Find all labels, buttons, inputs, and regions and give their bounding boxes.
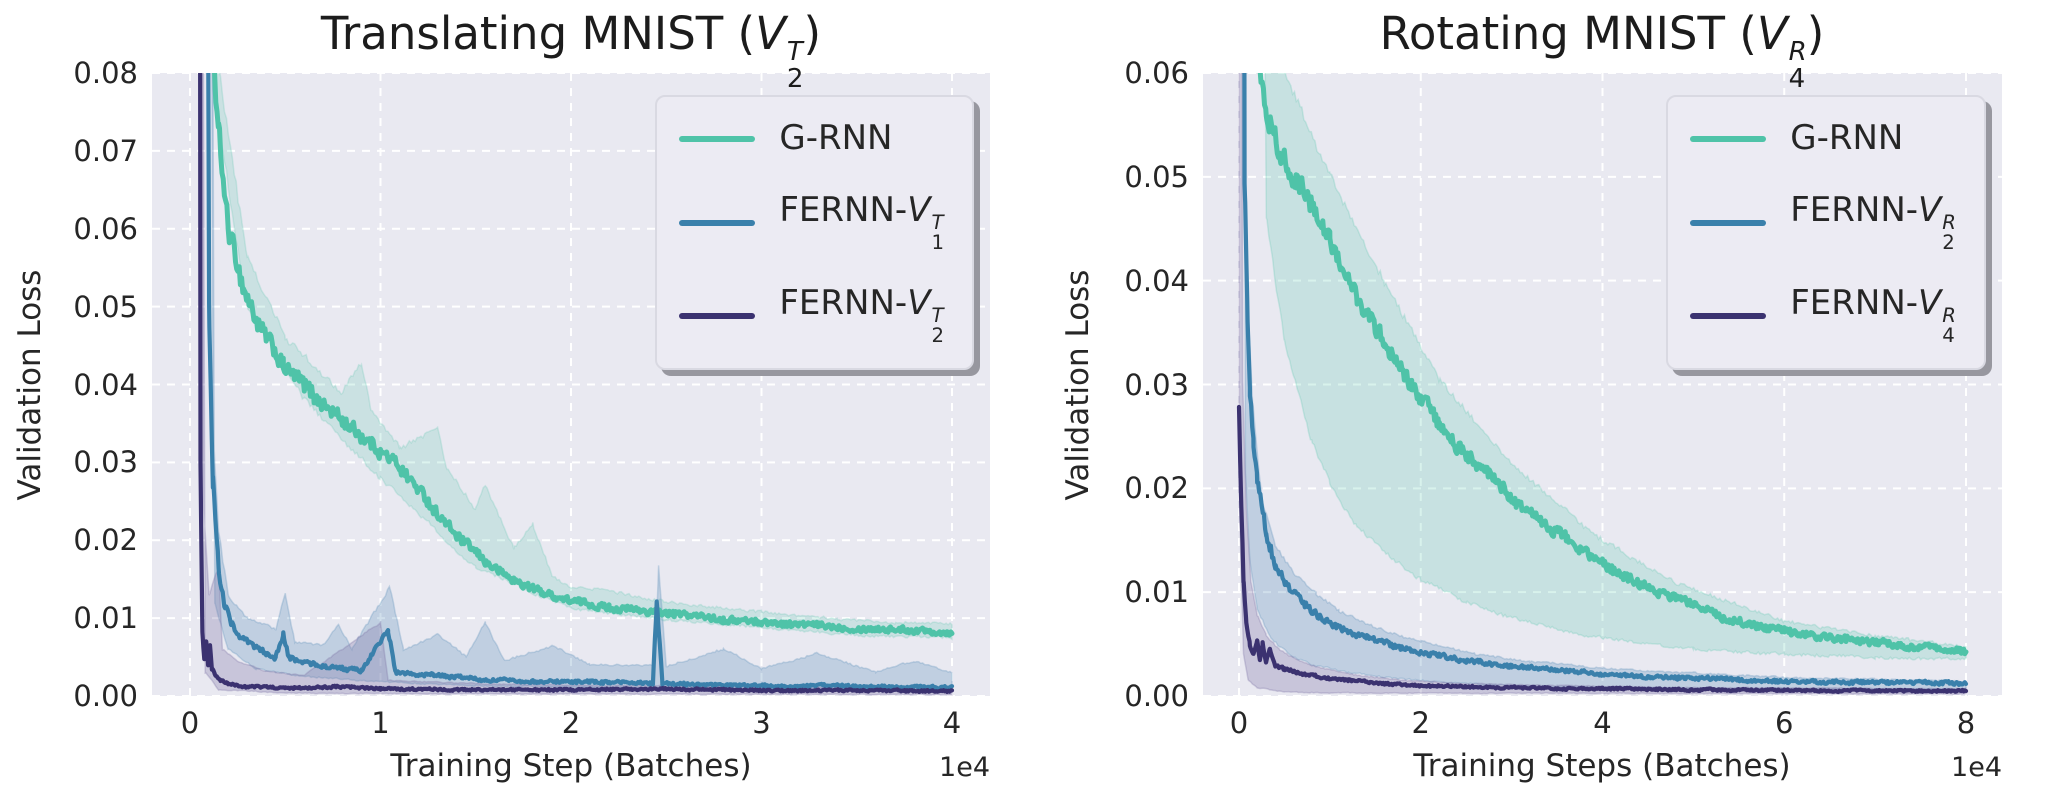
series-line-g-rnn: [1257, 73, 1969, 657]
series-lines: [1236, 73, 1969, 695]
gridlines: [152, 72, 990, 697]
legend-label: FERNN-V R 4: [1790, 282, 1956, 347]
x-tick-label: 4: [1593, 706, 1612, 740]
y-tick-label: 0.07: [73, 133, 138, 168]
legend-label: FERNN-V R 2: [1790, 190, 1956, 255]
x-tick-label: 3: [752, 706, 771, 740]
legend-entry: FERNN-V T 1: [679, 190, 944, 255]
confidence-band-g-rnn: [212, 73, 953, 641]
y-tick-label: 0.00: [73, 679, 138, 713]
x-tick-label: 0: [1229, 706, 1249, 740]
math-variable: V: [755, 7, 786, 60]
legend-label: FERNN-V T 1: [779, 190, 944, 255]
x-axis-offset-label: 1e4: [1951, 752, 2002, 783]
x-axis-offset-label: 1e4: [939, 752, 990, 783]
chart-title: Translating MNIST (V T 2): [320, 7, 822, 94]
series-lines: [198, 73, 955, 695]
y-axis-label: Validation Loss: [12, 269, 48, 501]
legend-line-swatch: [1690, 220, 1767, 227]
y-tick-label: 0.05: [1124, 159, 1189, 194]
y-tick-label: 0.00: [1124, 679, 1189, 713]
legend-entry: FERNN-V T 2: [679, 282, 944, 347]
legend-label: G-RNN: [1790, 118, 1904, 159]
legend-line-swatch: [679, 220, 756, 227]
math-variable: V: [907, 190, 931, 230]
legend-label: G-RNN: [779, 118, 893, 159]
y-tick-label: 0.01: [73, 601, 138, 636]
legend: G-RNN FERNN-V R 2 FERNN-V R 4: [1666, 95, 1986, 370]
legend-line-swatch: [679, 312, 756, 319]
legend: G-RNN FERNN-V T 1 FERNN-V T 2: [655, 95, 974, 370]
x-axis-label: Training Steps (Batches): [1413, 748, 1791, 784]
chart-translating-mnist: Translating MNIST (V T 2) Validation Loss …: [12, 7, 990, 784]
y-tick-label: 0.08: [73, 56, 138, 90]
legend-line-swatch: [1690, 312, 1767, 319]
series-line-fernn-v-4-r: [1236, 404, 1969, 695]
x-tick-label: 8: [1956, 706, 1976, 740]
legend-line-swatch: [679, 136, 756, 142]
legend-entry: G-RNN: [1690, 117, 1956, 161]
legend-label: FERNN-V T 2: [779, 282, 944, 347]
chart-title: Rotating MNIST (V R 4): [1379, 7, 1825, 94]
math-variable: V: [907, 282, 931, 323]
confidence-band-fernn-v-1-t: [211, 73, 953, 691]
legend-line-swatch: [1690, 136, 1767, 142]
legend-entry: FERNN-V R 2: [1690, 190, 1956, 255]
legend-entry: FERNN-V R 4: [1690, 282, 1956, 347]
y-tick-label: 0.03: [73, 445, 138, 480]
x-tick-label: 0: [180, 706, 200, 740]
y-tick-label: 0.02: [1124, 471, 1189, 506]
series-line-fernn-v-2-t: [198, 73, 955, 695]
y-tick-label: 0.02: [73, 523, 138, 558]
math-variable: V: [1918, 190, 1942, 230]
y-tick-label: 0.04: [1124, 263, 1189, 298]
chart-rotating-mnist: Rotating MNIST (V R 4) Validation Loss Tra…: [1024, 0, 2048, 812]
x-tick-label: 6: [1775, 706, 1794, 740]
series-line-fernn-v-2-r: [1242, 73, 1969, 687]
x-tick-label: 2: [1411, 706, 1430, 740]
y-tick-label: 0.03: [1124, 367, 1189, 402]
confidence-band-g-rnn: [1264, 73, 1967, 661]
legend-entry: G-RNN: [679, 117, 944, 161]
y-tick-label: 0.06: [73, 211, 138, 246]
y-tick-label: 0.01: [1124, 575, 1189, 610]
series-line-g-rnn: [212, 73, 955, 638]
y-tick-label: 0.05: [73, 289, 138, 324]
x-tick-label: 1: [371, 706, 390, 740]
y-tick-label: 0.04: [73, 367, 138, 402]
x-tick-label: 2: [561, 706, 581, 740]
x-axis-label: Training Step (Batches): [390, 748, 752, 784]
x-tick-label: 4: [942, 706, 962, 740]
math-variable: V: [1918, 282, 1942, 323]
math-variable: V: [1756, 7, 1788, 60]
y-tick-label: 0.06: [1124, 56, 1189, 90]
y-axis-label: Validation Loss: [1060, 269, 1096, 501]
series-line-fernn-v-1-t: [206, 73, 955, 692]
